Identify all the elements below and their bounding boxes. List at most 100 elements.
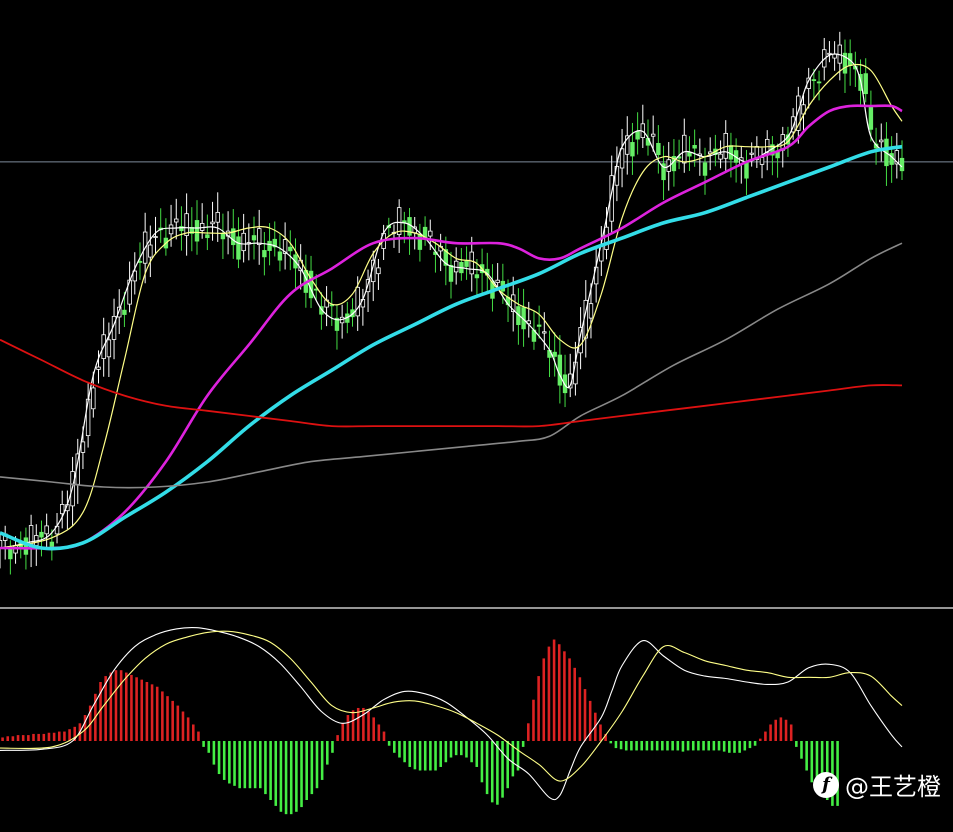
macd-bar[interactable] [439, 741, 442, 767]
candle[interactable] [811, 68, 817, 100]
macd-bar[interactable] [124, 672, 128, 741]
macd-bar[interactable] [454, 741, 458, 756]
macd-bar[interactable] [449, 741, 453, 758]
macd-bar[interactable] [269, 741, 272, 800]
candle[interactable] [474, 259, 480, 298]
macd-bar[interactable] [475, 741, 479, 767]
macd-bar[interactable] [228, 741, 231, 784]
macd-bar[interactable] [728, 741, 731, 753]
candle[interactable] [863, 58, 868, 103]
macd-bar[interactable] [27, 735, 30, 741]
macd-bar[interactable] [243, 741, 247, 789]
candle[interactable] [879, 123, 884, 162]
macd-bar[interactable] [310, 741, 314, 795]
ma-line-4[interactable] [0, 144, 903, 551]
macd-bar[interactable] [516, 741, 520, 771]
candle[interactable] [148, 225, 153, 278]
ma-line-2[interactable] [0, 63, 903, 549]
ma-line-1[interactable] [0, 53, 903, 549]
macd-bar[interactable] [274, 741, 278, 806]
macd-bar[interactable] [305, 741, 308, 800]
macd-bar[interactable] [16, 735, 20, 741]
macd-bar[interactable] [217, 741, 221, 775]
macd-bar[interactable] [408, 741, 412, 767]
macd-bar[interactable] [32, 733, 35, 741]
macd-bar[interactable] [356, 707, 360, 741]
macd-bar[interactable] [279, 741, 283, 812]
candle[interactable] [625, 116, 630, 175]
macd-bar[interactable] [413, 741, 417, 770]
macd-bar[interactable] [181, 711, 185, 742]
macd-dif-line[interactable] [0, 627, 903, 801]
candle[interactable] [179, 206, 184, 251]
candle[interactable] [288, 230, 293, 271]
macd-bar[interactable] [820, 741, 824, 795]
macd-bar[interactable] [661, 741, 664, 751]
candle[interactable] [816, 70, 822, 101]
candle[interactable] [635, 112, 640, 155]
candle[interactable] [184, 193, 189, 256]
macd-bar[interactable] [578, 677, 582, 741]
ma-line-3[interactable] [0, 104, 903, 550]
macd-bar[interactable] [295, 741, 298, 812]
macd-bar[interactable] [6, 736, 10, 741]
macd-bar[interactable] [104, 676, 107, 741]
candle[interactable] [231, 209, 236, 259]
macd-bar[interactable] [52, 732, 56, 741]
macd-bar[interactable] [800, 741, 803, 759]
macd-bar[interactable] [37, 733, 40, 741]
macd-bar[interactable] [109, 672, 113, 741]
macd-bar[interactable] [300, 741, 303, 808]
macd-bar[interactable] [532, 699, 535, 741]
candle[interactable] [168, 204, 174, 247]
macd-bar[interactable] [362, 707, 365, 741]
macd-bar[interactable] [542, 658, 546, 741]
macd-bar[interactable] [68, 729, 71, 741]
macd-bar[interactable] [1, 737, 4, 741]
macd-bar[interactable] [346, 715, 350, 741]
candle[interactable] [210, 201, 215, 241]
macd-bar[interactable] [640, 741, 643, 751]
macd-bar[interactable] [197, 731, 200, 741]
macd-bar[interactable] [743, 741, 747, 751]
macd-bar[interactable] [398, 741, 401, 758]
macd-bar[interactable] [114, 670, 118, 741]
macd-bar[interactable] [429, 741, 432, 771]
macd-bar[interactable] [795, 741, 798, 747]
macd-bar[interactable] [511, 741, 515, 777]
candle[interactable] [894, 132, 900, 179]
macd-bar[interactable] [423, 741, 427, 771]
macd-bar[interactable] [42, 733, 46, 741]
macd-bar[interactable] [697, 741, 700, 751]
candle[interactable] [661, 145, 666, 201]
macd-bar[interactable] [702, 741, 705, 751]
candle[interactable] [334, 305, 340, 350]
macd-bar[interactable] [666, 741, 669, 751]
macd-bar[interactable] [83, 715, 87, 741]
macd-bar[interactable] [619, 741, 623, 750]
macd-bar[interactable] [382, 731, 386, 741]
candle[interactable] [251, 216, 257, 260]
macd-bar[interactable] [552, 639, 556, 741]
ma-line-5[interactable] [0, 242, 903, 489]
macd-bar[interactable] [191, 724, 195, 741]
candle[interactable] [495, 263, 500, 291]
macd-bar[interactable] [259, 741, 262, 789]
candle[interactable] [682, 118, 687, 173]
candle[interactable] [277, 234, 283, 272]
macd-bar[interactable] [815, 741, 819, 789]
macd-bar[interactable] [57, 731, 61, 741]
macd-bar[interactable] [135, 677, 138, 741]
macd-bar[interactable] [480, 741, 484, 783]
macd-bar[interactable] [547, 646, 551, 741]
candle[interactable] [827, 41, 832, 63]
macd-bar[interactable] [635, 741, 638, 751]
macd-bar[interactable] [496, 741, 499, 805]
macd-bar[interactable] [676, 741, 680, 751]
macd-bar[interactable] [248, 741, 252, 789]
macd-bar[interactable] [140, 679, 144, 741]
macd-bar[interactable] [21, 735, 25, 741]
candle[interactable] [469, 236, 474, 292]
candle[interactable] [656, 125, 661, 174]
candle[interactable] [241, 213, 246, 263]
